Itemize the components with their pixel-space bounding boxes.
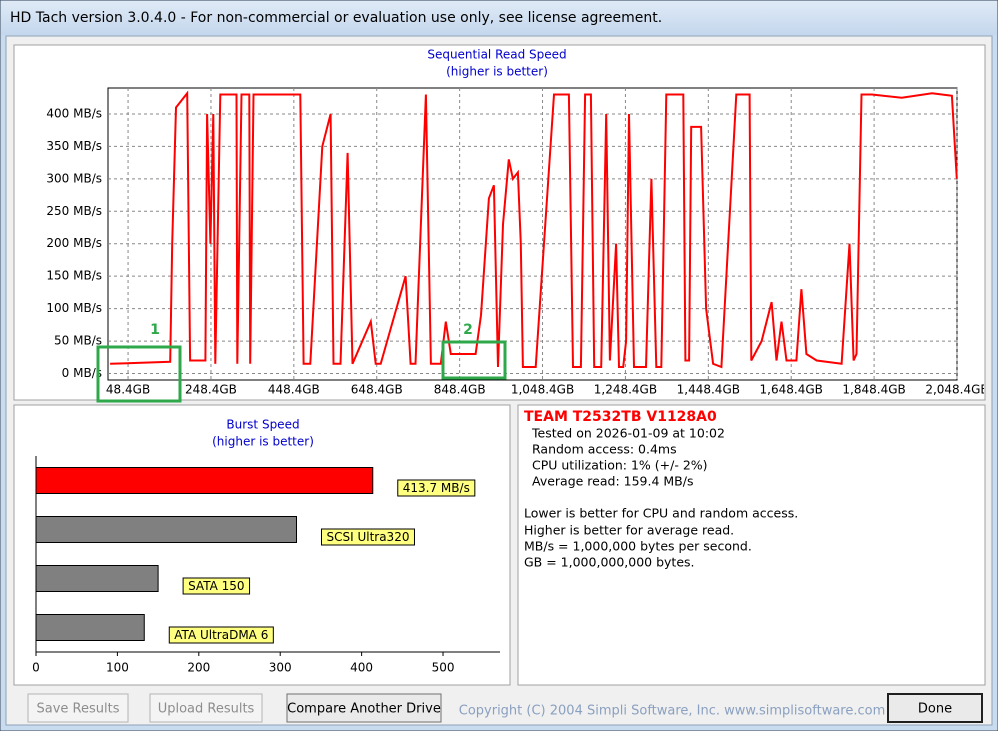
y-tick-label: 0 MB/s <box>62 366 102 380</box>
burst-chart: Burst Speed (higher is better) 0 100 200 30… <box>32 418 500 675</box>
y-tick-label: 150 MB/s <box>46 269 102 283</box>
button-face <box>149 693 263 723</box>
x-tick-label: 1,448.4GB <box>677 383 740 397</box>
x-tick-label: 300 <box>269 661 292 675</box>
x-tick-label: 1,248.4GB <box>594 383 657 397</box>
y-tick-label: 200 MB/s <box>46 236 102 250</box>
button[interactable]: Upload Results <box>149 693 263 723</box>
value-label: 413.7 MB/s <box>403 481 470 495</box>
x-tick-label: 248.4GB <box>185 383 237 397</box>
annotation-box <box>441 340 507 380</box>
button[interactable]: Done <box>887 693 983 723</box>
annotation-label: 1 <box>150 322 160 338</box>
button-label: Save Results <box>37 702 120 717</box>
x-tick-label: 48.4GB <box>106 383 150 397</box>
chart-subtitle: (higher is better) <box>212 435 314 449</box>
label-box <box>397 479 476 497</box>
chart-title: Burst Speed <box>226 418 299 432</box>
button-label: Upload Results <box>158 702 255 717</box>
label-box <box>320 528 415 546</box>
category-label: SCSI Ultra320 <box>326 530 409 544</box>
label-box <box>168 626 274 644</box>
title-bar <box>1 1 997 35</box>
bar <box>35 614 145 641</box>
note: Lower is better for CPU and random acces… <box>524 506 798 521</box>
x-tick-label: 1,648.4GB <box>760 383 823 397</box>
bar <box>35 565 159 592</box>
label-box <box>182 577 251 595</box>
read-chart: Sequential Read Speed (higher is better)… <box>46 48 988 397</box>
x-tick-label: 500 <box>432 661 455 675</box>
x-tick-label: 648.4GB <box>351 383 403 397</box>
window-title: HD Tach version 3.0.4.0 - For non-commer… <box>10 10 662 26</box>
button[interactable]: Compare Another Drive <box>286 693 442 723</box>
x-tick-label: 1,848.4GB <box>842 383 905 397</box>
note: MB/s = 1,000,000 bytes per second. <box>524 539 752 554</box>
y-tick-label: 350 MB/s <box>46 139 102 153</box>
read-line <box>110 90 958 369</box>
y-tick-label: 400 MB/s <box>46 106 102 120</box>
drive-name: TEAM T2532TB V1128A0 <box>524 409 717 425</box>
annotation-label: 2 <box>463 322 473 338</box>
x-tick-label: 100 <box>106 661 129 675</box>
detail: Tested on 2026-01-09 at 10:02 <box>531 426 725 441</box>
info-panel <box>517 404 986 686</box>
y-tick-label: 100 MB/s <box>46 301 102 315</box>
annotation-box <box>96 345 182 403</box>
x-tick-label: 200 <box>187 661 210 675</box>
chart-title: Sequential Read Speed <box>427 48 566 62</box>
detail: CPU utilization: 1% (+/- 2%) <box>532 458 708 473</box>
category-label: ATA UltraDMA 6 <box>174 628 268 642</box>
x-tick-label: 848.4GB <box>434 383 486 397</box>
button-label: Done <box>918 702 952 717</box>
button-face <box>286 693 442 723</box>
y-tick-label: 250 MB/s <box>46 204 102 218</box>
x-tick-label: 0 <box>32 661 40 675</box>
x-tick-label: 1,048.4GB <box>511 383 574 397</box>
button-face <box>887 693 983 723</box>
category-label: SATA 150 <box>188 579 244 593</box>
x-tick-label: 448.4GB <box>268 383 320 397</box>
detail: Average read: 159.4 MB/s <box>532 474 693 489</box>
bar <box>35 516 297 543</box>
button-label: Compare Another Drive <box>287 702 441 717</box>
bar <box>35 467 374 494</box>
chart-subtitle: (higher is better) <box>446 65 548 79</box>
y-tick-label: 50 MB/s <box>54 334 102 348</box>
x-tick-label: 2,048.4GB <box>925 383 988 397</box>
y-tick-label: 300 MB/s <box>46 171 102 185</box>
button-face <box>27 693 129 723</box>
note: Higher is better for average read. <box>524 523 734 538</box>
x-tick-label: 400 <box>350 661 373 675</box>
note: GB = 1,000,000,000 bytes. <box>524 555 695 570</box>
detail: Random access: 0.4ms <box>532 442 677 457</box>
button[interactable]: Save Results <box>27 693 129 723</box>
copyright: Copyright (C) 2004 Simpli Software, Inc.… <box>459 704 886 719</box>
